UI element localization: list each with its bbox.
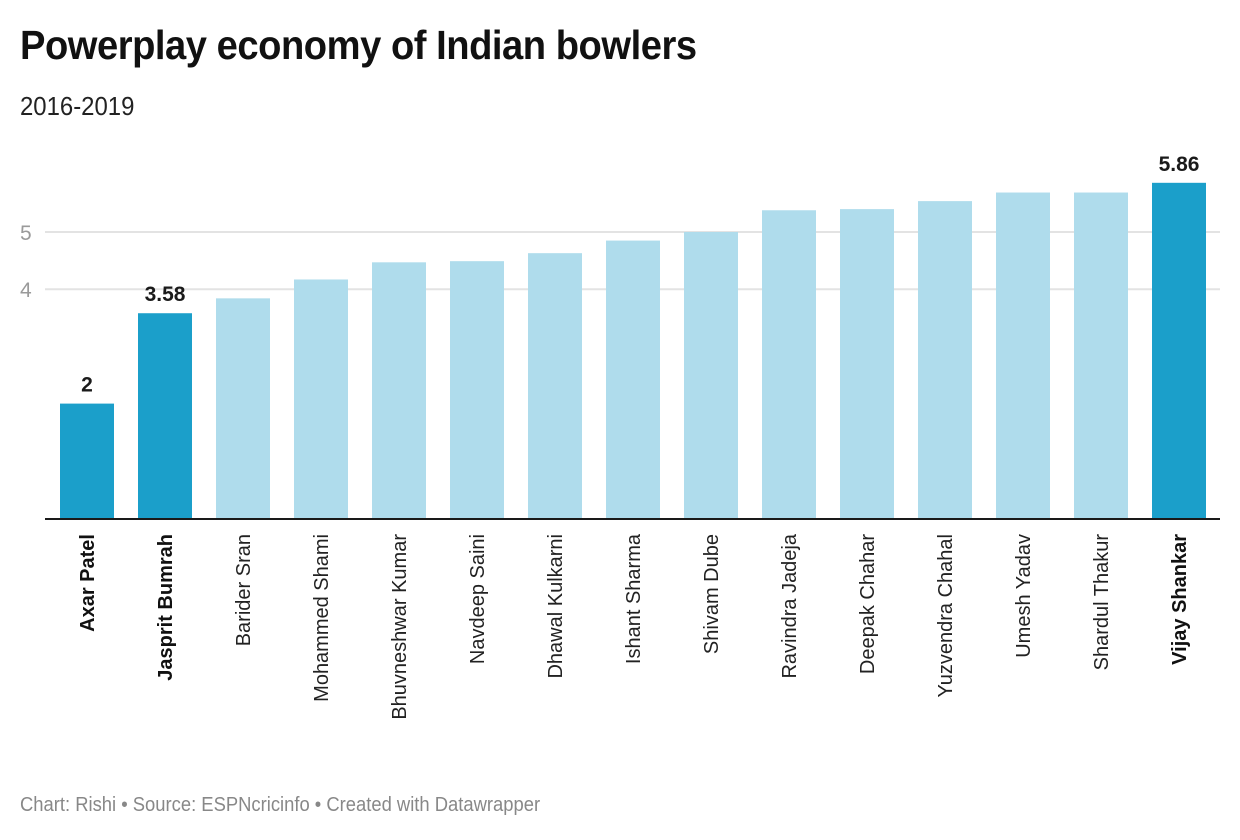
bar xyxy=(840,209,894,518)
x-tick-label: Navdeep Saini xyxy=(467,534,489,664)
bars xyxy=(60,182,1206,519)
bar xyxy=(918,201,972,518)
x-tick-label: Mohammed Shami xyxy=(311,534,333,702)
y-tick-label: 4 xyxy=(20,279,32,302)
bar xyxy=(762,210,816,518)
x-tick-label: Yuzvendra Chahal xyxy=(935,534,957,697)
x-tick-label: Bhuvneshwar Kumar xyxy=(389,534,411,720)
bar xyxy=(372,262,426,518)
bar xyxy=(684,232,738,518)
bar xyxy=(528,253,582,518)
x-tick-label: Dhawal Kulkarni xyxy=(545,534,567,679)
x-tick-label: Shardul Thakur xyxy=(1091,534,1113,671)
x-tick-label: Jasprit Bumrah xyxy=(155,534,177,681)
data-label: 3.58 xyxy=(145,283,186,306)
bar xyxy=(216,298,270,518)
x-tick-label: Vijay Shankar xyxy=(1169,534,1191,665)
value-labels: 2 3.58 5.86 xyxy=(81,153,1199,397)
x-tick-label: Axar Patel xyxy=(77,534,99,632)
bar xyxy=(60,403,114,518)
category-labels: Axar Patel Jasprit Bumrah Barider Sran Moha… xyxy=(77,533,1191,720)
x-tick-label: Umesh Yadav xyxy=(1013,534,1035,658)
bar xyxy=(450,261,504,518)
bar xyxy=(1074,192,1128,519)
bar xyxy=(1152,182,1206,519)
x-tick-label: Ishant Sharma xyxy=(623,533,645,664)
bar xyxy=(996,192,1050,519)
data-label: 5.86 xyxy=(1159,153,1200,176)
y-tick-label: 5 xyxy=(20,222,32,245)
y-axis-ticks: 45 xyxy=(20,222,32,302)
x-tick-label: Deepak Chahar xyxy=(857,534,879,674)
chart-subtitle: 2016-2019 xyxy=(20,91,135,121)
bar xyxy=(606,240,660,518)
data-label: 2 xyxy=(81,374,93,397)
bar xyxy=(294,279,348,518)
bar-chart: 2 3.58 5.86 Axar Patel Jasprit Bumrah Baride… xyxy=(20,153,1220,720)
bar xyxy=(138,313,192,518)
x-tick-label: Ravindra Jadeja xyxy=(779,533,801,678)
chart-title: Powerplay economy of Indian bowlers xyxy=(20,22,697,68)
x-tick-label: Barider Sran xyxy=(233,534,255,646)
chart-footer: Chart: Rishi • Source: ESPNcricinfo • Cr… xyxy=(20,794,541,816)
x-tick-label: Shivam Dube xyxy=(701,534,723,654)
